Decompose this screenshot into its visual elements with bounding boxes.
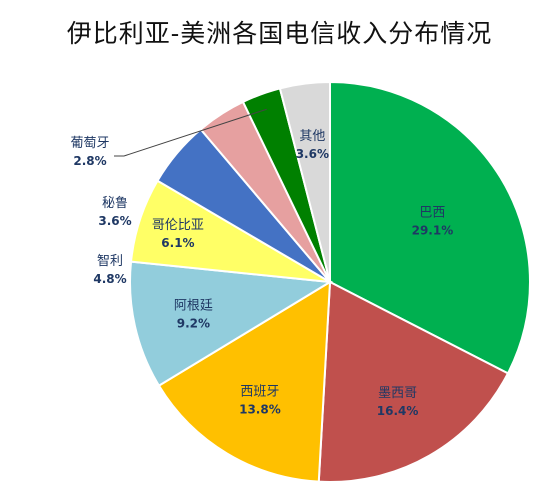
slice-value-0: 29.1%	[412, 223, 454, 237]
slice-value-7: 2.8%	[73, 154, 106, 168]
slice-value-8: 3.6%	[296, 147, 329, 161]
slice-label-5: 智利	[97, 254, 123, 269]
slice-label-6: 秘鲁	[102, 196, 128, 211]
slice-value-3: 9.2%	[177, 317, 210, 331]
slice-label-7: 葡萄牙	[70, 136, 109, 151]
slice-label-3: 阿根廷	[174, 299, 213, 314]
slice-label-4: 哥伦比亚	[152, 218, 204, 233]
pie-slice-8	[278, 80, 331, 283]
chart-title: 伊比利亚-美洲各国电信收入分布情况	[66, 19, 493, 48]
leader-line-7	[114, 108, 267, 157]
slice-label-0: 巴西	[419, 205, 445, 220]
pie-slice-3	[129, 260, 334, 388]
slice-value-1: 16.4%	[377, 404, 419, 418]
slice-label-1: 墨西哥	[378, 386, 417, 401]
slice-value-4: 6.1%	[161, 236, 194, 250]
pie-slice-0	[329, 80, 531, 375]
slice-value-5: 4.8%	[93, 272, 126, 286]
slice-value-2: 13.8%	[239, 403, 281, 417]
pie-slice-1	[317, 280, 510, 483]
slice-label-8: 其他	[299, 129, 325, 144]
pie-slice-2	[157, 280, 332, 483]
slice-label-2: 西班牙	[240, 385, 279, 400]
slice-value-6: 3.6%	[98, 214, 131, 228]
